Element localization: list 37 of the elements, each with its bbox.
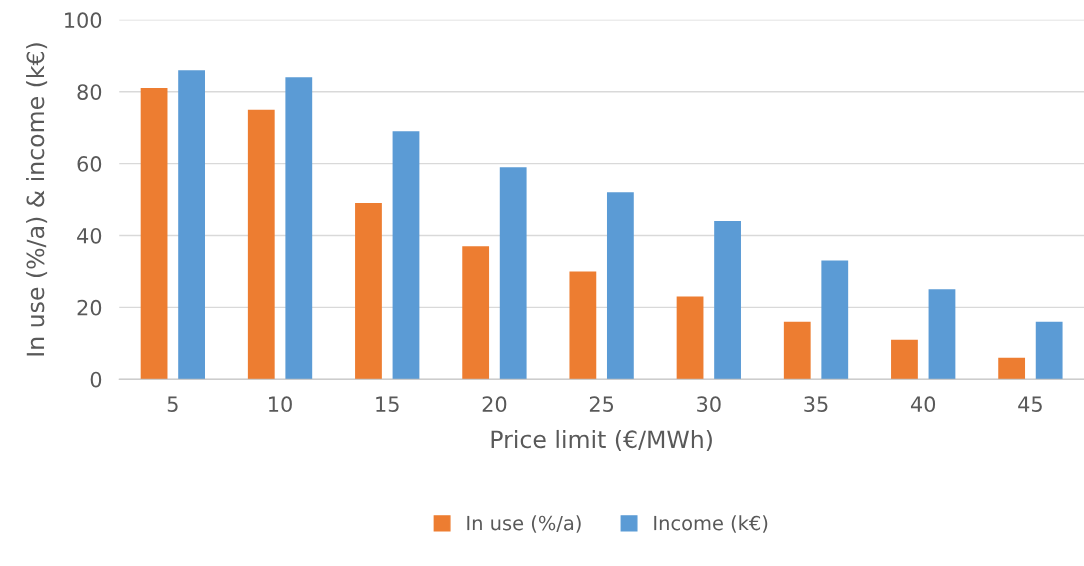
- legend-label: Income (k€): [654, 515, 768, 533]
- bar: [928, 289, 956, 380]
- y-tick-label: 60: [77, 156, 102, 172]
- bar: [392, 131, 420, 380]
- bar: [606, 192, 634, 380]
- bar: [247, 109, 275, 380]
- x-tick-label: 25: [589, 396, 614, 413]
- bar: [783, 321, 811, 380]
- bar: [998, 357, 1026, 380]
- y-tick-label: 100: [65, 12, 102, 29]
- y-tick-label: 0: [90, 371, 102, 388]
- y-axis-title: In use (%/a) & income (k€): [26, 43, 48, 356]
- bar: [285, 77, 313, 380]
- bar: [140, 88, 168, 380]
- bar: [1035, 321, 1063, 380]
- y-tick-label: 80: [77, 84, 102, 100]
- bar: [676, 296, 704, 380]
- x-tick-label: 45: [1018, 396, 1042, 413]
- bar: [891, 339, 918, 380]
- bar: [569, 271, 597, 380]
- bar: [462, 246, 490, 380]
- bar: [821, 260, 849, 380]
- x-tick-label: 40: [910, 396, 936, 413]
- x-axis-title: Price limit (€/MWh): [491, 429, 712, 451]
- bar: [355, 203, 382, 380]
- bar: [714, 221, 741, 380]
- legend-label: In use (%/a): [467, 515, 581, 533]
- x-tick-label: 15: [376, 396, 399, 413]
- x-tick-label: 30: [697, 396, 721, 413]
- x-tick-label: 5: [167, 396, 178, 413]
- bar: [499, 167, 527, 380]
- x-tick-label: 10: [269, 396, 292, 413]
- x-tick-label: 35: [804, 396, 828, 413]
- x-tick-label: 20: [482, 396, 507, 413]
- bar: [178, 70, 205, 380]
- y-tick-label: 20: [77, 299, 102, 316]
- y-tick-label: 40: [77, 227, 102, 244]
